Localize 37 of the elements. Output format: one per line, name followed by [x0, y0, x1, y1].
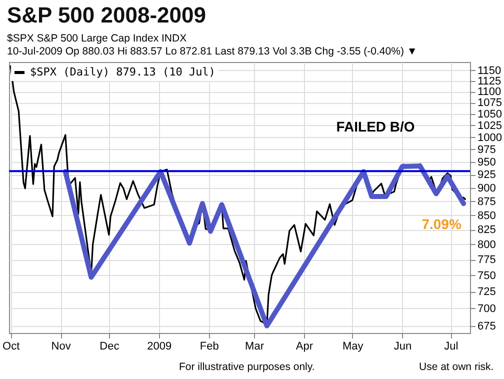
x-tick-label: Dec	[100, 340, 120, 352]
y-tick-label: 975	[478, 144, 496, 156]
y-tick-label: 900	[478, 182, 496, 194]
legend-label: $SPX (Daily) 879.13 (10 Jul)	[30, 66, 216, 78]
chart-title: S&P 500 2008-2009	[7, 2, 206, 28]
y-tick-label: 950	[478, 156, 496, 168]
y-tick-label: 1000	[478, 132, 502, 144]
x-tick-label: May	[342, 340, 364, 352]
x-tick-label: Oct	[2, 340, 20, 352]
y-tick-label: 1100	[478, 86, 502, 98]
y-tick-label: 1150	[478, 64, 502, 77]
y-tick-label: 725	[478, 286, 496, 298]
y-tick-label: 775	[478, 254, 496, 266]
text: Use at own risk.	[419, 361, 494, 373]
annotation: FAILED B/O	[336, 118, 415, 134]
y-tick-label: 825	[478, 224, 496, 236]
y-tick-label: 1050	[478, 108, 502, 120]
y-tick-label: 750	[478, 270, 496, 282]
chart-subtitle: $SPX S&P 500 Large Cap Index INDX 10-Jul-2009 Op 880.03 Hi 883.57 Lo 872.81 Last 879.13 Vol 3.3B Chg -3.55 (-0.40%) ▼	[7, 32, 418, 58]
y-tick-label: 1075	[478, 97, 502, 110]
x-tick-label: Jul	[444, 340, 458, 352]
y-tick-label: 675	[478, 320, 496, 332]
x-tick-label: 2009	[147, 340, 172, 352]
y-tick-label: 800	[478, 238, 496, 251]
text: For illustrative purposes only.	[179, 361, 315, 373]
y-tick-label: 875	[478, 196, 496, 208]
y-tick-label: 925	[478, 169, 496, 182]
annotation: 7.09%	[422, 216, 462, 232]
y-tick-label: 1025	[478, 120, 502, 132]
x-tick-label: Feb	[200, 340, 219, 352]
y-tick-label: 700	[478, 302, 496, 315]
x-tick-label: Apr	[296, 340, 314, 352]
x-tick-label: Nov	[51, 340, 72, 352]
y-tick-label: 1125	[478, 75, 502, 88]
x-tick-label: Mar	[245, 340, 264, 352]
y-tick-label: 850	[478, 210, 496, 222]
x-tick-label: Jun	[394, 340, 412, 352]
